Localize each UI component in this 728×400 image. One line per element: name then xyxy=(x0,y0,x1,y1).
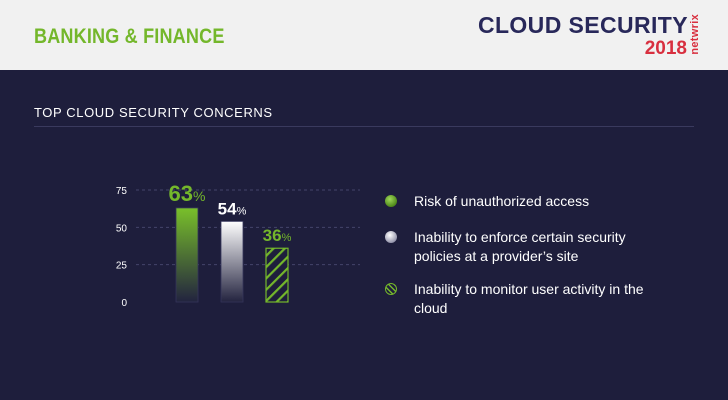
legend-label: Inability to enforce certain security po… xyxy=(414,229,626,264)
brand-title: CLOUD SECURITY xyxy=(477,12,688,38)
bars xyxy=(175,207,289,303)
gridlines xyxy=(136,189,360,266)
legend-swatch-icon xyxy=(385,231,397,243)
title-divider xyxy=(34,126,694,127)
bar-1 xyxy=(175,207,199,303)
bar-3 xyxy=(265,247,289,303)
bar-2 xyxy=(220,220,244,303)
data-label-1: 63% xyxy=(169,181,206,206)
header-bar: BANKING & FINANCE CLOUD SECURITY 2018 ne… xyxy=(0,0,728,70)
section-title: BANKING & FINANCE xyxy=(34,25,225,48)
legend-label: Inability to monitor user activity in th… xyxy=(414,281,644,316)
legend-label: Risk of unauthorized access xyxy=(414,193,590,209)
data-label-2: 54% xyxy=(218,199,247,218)
chart-title: TOP CLOUD SECURITY CONCERNS xyxy=(34,105,273,120)
y-tick-label: 0 xyxy=(121,298,127,309)
legend-swatch-icon xyxy=(385,283,397,295)
y-tick-label: 75 xyxy=(116,186,128,197)
y-axis: 0 25 50 75 xyxy=(116,186,128,309)
y-tick-label: 50 xyxy=(116,223,128,234)
y-tick-label: 25 xyxy=(116,261,128,272)
data-labels: 63% 54% 36% xyxy=(169,181,292,245)
brand-year: 2018 xyxy=(644,38,687,59)
legend-swatch-icon xyxy=(385,195,397,207)
data-label-3: 36% xyxy=(263,226,292,245)
